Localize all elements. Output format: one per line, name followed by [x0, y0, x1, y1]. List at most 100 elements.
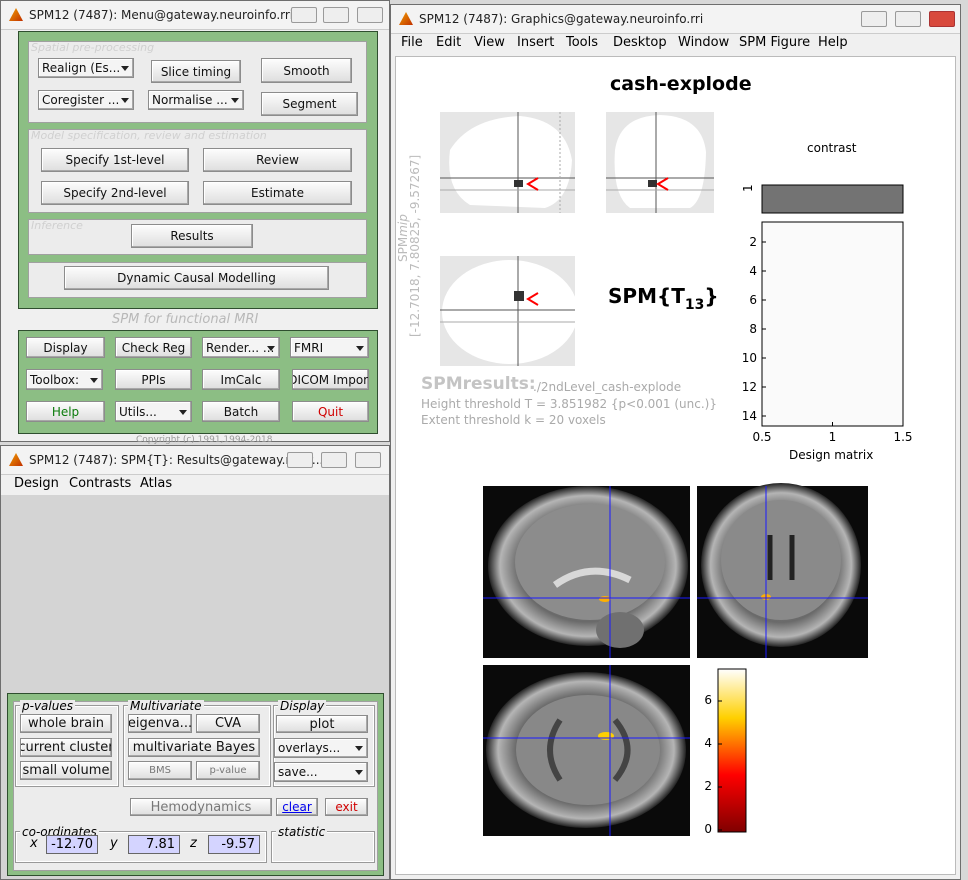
menu-item[interactable]: File: [401, 35, 423, 50]
dropdown[interactable]: Normalise ...: [148, 90, 244, 110]
y-tick-label: 2: [749, 235, 757, 249]
close[interactable]: [929, 11, 955, 27]
minimize[interactable]: [287, 452, 313, 468]
group-frame: [15, 831, 267, 863]
window-title: SPM12 (7487): Menu@gateway.neuroinfo.rri: [29, 8, 294, 22]
title-bar: SPM12 (7487): SPM{T}: Results@gateway.ne…: [1, 446, 389, 475]
dropdown[interactable]: Render... ...: [202, 337, 280, 358]
menu-item[interactable]: Atlas: [140, 476, 173, 491]
dropdown[interactable]: overlays...: [274, 738, 368, 758]
close[interactable]: [357, 7, 383, 23]
colorbar-tick-label: 2: [704, 779, 712, 793]
y-tick-label: 12: [741, 380, 757, 394]
menu-item[interactable]: Insert: [517, 35, 555, 50]
extent-threshold: Extent threshold k = 20 voxels: [421, 413, 606, 427]
colorbar-tick-label: 0: [704, 822, 712, 836]
title-bar: SPM12 (7487): Graphics@gateway.neuroinfo…: [391, 5, 960, 34]
button[interactable]: ImCalc: [202, 369, 280, 390]
x-tick-label: 1.5: [893, 430, 913, 444]
button[interactable]: BMS: [128, 761, 192, 780]
y-tick-label: 10: [741, 351, 757, 365]
button[interactable]: Check Reg: [115, 337, 192, 358]
menu-item[interactable]: Desktop: [613, 35, 667, 50]
button[interactable]: Segment: [261, 92, 358, 116]
x-axis-label: Design matrix: [789, 448, 874, 462]
button[interactable]: small volume: [20, 761, 112, 780]
results-path: ./2ndLevel_cash-explode: [533, 380, 682, 394]
menu-item[interactable]: SPM Figure: [739, 35, 811, 50]
button[interactable]: Review: [203, 148, 352, 172]
mip-coordinates: [-12.7018, 7.80825, -9.57267]: [408, 154, 422, 337]
stat-close: }: [704, 284, 719, 308]
coord-label: z: [190, 836, 197, 851]
coord-field[interactable]: -9.57: [208, 835, 260, 854]
group-label: Multivariate: [128, 699, 204, 713]
button[interactable]: Results: [131, 224, 253, 248]
menu-item[interactable]: Design: [14, 476, 59, 491]
button[interactable]: Specify 1st-level: [41, 148, 189, 172]
group-label: statistic: [276, 825, 328, 839]
dropdown[interactable]: FMRI: [290, 337, 369, 358]
button[interactable]: Dynamic Causal Modelling: [64, 266, 329, 290]
x-tick-label: 0.5: [752, 430, 772, 444]
button[interactable]: PPIs: [115, 369, 192, 390]
dropdown[interactable]: Coregister ...: [38, 90, 134, 110]
dropdown[interactable]: Toolbox:: [26, 369, 103, 390]
button[interactable]: plot: [276, 715, 368, 733]
minimize[interactable]: [861, 11, 887, 27]
tagline: SPM for functional MRI: [112, 312, 259, 327]
menu-item[interactable]: View: [474, 35, 505, 50]
button[interactable]: Estimate: [203, 181, 352, 205]
button[interactable]: eigenva...: [128, 714, 192, 733]
group-label: p-values: [20, 699, 75, 713]
figure-canvas: [395, 56, 956, 875]
y-tick-label: 8: [749, 322, 757, 336]
button[interactable]: multivariate Bayes: [128, 738, 260, 757]
menu-item[interactable]: Contrasts: [69, 476, 132, 491]
button[interactable]: current cluster: [20, 738, 112, 757]
button[interactable]: DICOM Import: [292, 369, 369, 390]
dropdown[interactable]: save...: [274, 762, 368, 782]
button[interactable]: exit: [325, 798, 368, 816]
maximize[interactable]: [321, 452, 347, 468]
results-label: SPMresults:: [421, 374, 536, 394]
contrast-title: contrast: [807, 141, 857, 155]
coord-field[interactable]: 7.81: [128, 835, 180, 854]
button[interactable]: CVA: [196, 714, 260, 733]
close[interactable]: [355, 452, 381, 468]
colorbar-tick-label: 6: [704, 693, 712, 707]
section-label: Spatial pre-processing: [31, 41, 155, 54]
menu-item[interactable]: Edit: [436, 35, 462, 50]
dropdown[interactable]: Utils...: [115, 401, 192, 422]
app-icon: [9, 8, 23, 21]
coord-field[interactable]: -12.70: [46, 835, 98, 854]
button[interactable]: Slice timing: [151, 60, 241, 83]
coord-label: y: [110, 836, 118, 851]
menu-item[interactable]: Tools: [566, 35, 599, 50]
figure-title: cash-explode: [610, 73, 752, 95]
dropdown[interactable]: Realign (Es...: [38, 58, 134, 78]
menu-item[interactable]: Window: [678, 35, 730, 50]
app-icon: [399, 12, 413, 25]
button[interactable]: Specify 2nd-level: [41, 181, 189, 205]
section-label: Inference: [31, 219, 83, 232]
button[interactable]: whole brain: [20, 714, 112, 733]
button[interactable]: Hemodynamics: [130, 798, 272, 816]
copyright: Copyright (c) 1991,1994-2018: [136, 435, 273, 445]
button[interactable]: Smooth: [261, 58, 352, 83]
contrast-row-label: 1: [741, 184, 755, 192]
button[interactable]: Display: [26, 337, 105, 358]
x-tick-label: 1: [828, 430, 837, 444]
graphics-window: SPM12 (7487): Graphics@gateway.neuroinfo…: [390, 4, 961, 880]
button[interactable]: clear: [276, 798, 318, 816]
menu-item[interactable]: Help: [818, 35, 848, 50]
height-threshold: Height threshold T = 3.851982 {p<0.001 (…: [421, 397, 717, 411]
maximize[interactable]: [323, 7, 349, 23]
button[interactable]: Batch: [202, 401, 280, 422]
button[interactable]: p-value: [196, 761, 260, 780]
button[interactable]: Quit: [292, 401, 369, 422]
minimize[interactable]: [291, 7, 317, 23]
button[interactable]: Help: [26, 401, 105, 422]
maximize[interactable]: [895, 11, 921, 27]
